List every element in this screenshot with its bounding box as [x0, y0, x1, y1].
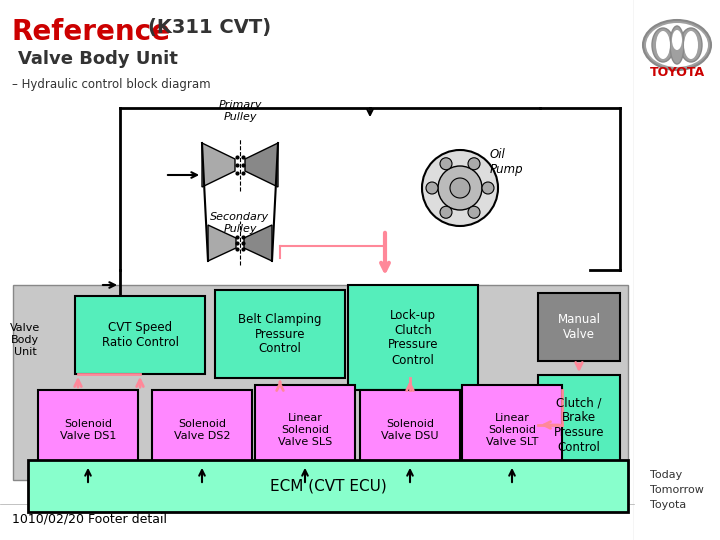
Text: Oil
Pump: Oil Pump: [490, 148, 523, 176]
Text: CVT Speed
Ratio Control: CVT Speed Ratio Control: [102, 321, 179, 349]
Circle shape: [450, 178, 470, 198]
Bar: [462, 385, 562, 475]
Ellipse shape: [652, 28, 674, 62]
Bar: [634, 0, 720, 540]
Text: ECM (CVT ECU): ECM (CVT ECU): [269, 478, 387, 494]
Text: Clutch /
Brake
Pressure
Control: Clutch / Brake Pressure Control: [554, 396, 604, 454]
Bar: [13, 285, 628, 480]
Bar: [360, 390, 460, 470]
Ellipse shape: [670, 26, 684, 64]
Bar: [38, 390, 138, 470]
Polygon shape: [202, 143, 235, 187]
Text: (K311 CVT): (K311 CVT): [148, 18, 271, 37]
Ellipse shape: [646, 23, 708, 67]
Circle shape: [422, 150, 498, 226]
Bar: [75, 296, 205, 374]
Bar: [348, 285, 478, 390]
Text: – Hydraulic control block diagram: – Hydraulic control block diagram: [12, 78, 211, 91]
Circle shape: [468, 206, 480, 218]
Bar: [255, 385, 355, 475]
Text: Reference: Reference: [12, 18, 171, 46]
Ellipse shape: [656, 31, 670, 59]
Ellipse shape: [672, 30, 682, 50]
Bar: [152, 390, 252, 470]
Text: Secondary
Pulley: Secondary Pulley: [210, 212, 269, 234]
Ellipse shape: [684, 31, 698, 59]
Polygon shape: [244, 225, 272, 261]
Text: Manual
Valve: Manual Valve: [557, 313, 600, 341]
Circle shape: [440, 158, 452, 170]
Text: Solenoid
Valve DSU: Solenoid Valve DSU: [382, 419, 438, 441]
Bar: [215, 290, 345, 378]
Text: Lock-up
Clutch
Pressure
Control: Lock-up Clutch Pressure Control: [388, 308, 438, 367]
Circle shape: [468, 158, 480, 170]
Ellipse shape: [643, 20, 711, 70]
Bar: [538, 293, 620, 361]
Text: Primary
Pulley: Primary Pulley: [218, 100, 262, 122]
Text: TOYOTA: TOYOTA: [649, 65, 705, 78]
Text: Linear
Solenoid
Valve SLS: Linear Solenoid Valve SLS: [278, 414, 332, 447]
Ellipse shape: [680, 28, 702, 62]
Text: Solenoid
Valve DS1: Solenoid Valve DS1: [60, 419, 116, 441]
Text: Linear
Solenoid
Valve SLT: Linear Solenoid Valve SLT: [486, 414, 538, 447]
Polygon shape: [208, 225, 236, 261]
Circle shape: [438, 166, 482, 210]
Polygon shape: [245, 143, 278, 187]
Text: Valve Body Unit: Valve Body Unit: [18, 50, 178, 68]
Circle shape: [482, 182, 494, 194]
Text: Belt Clamping
Pressure
Control: Belt Clamping Pressure Control: [238, 313, 322, 355]
Text: Valve
Body
Unit: Valve Body Unit: [10, 323, 40, 356]
Bar: [28, 460, 628, 512]
Circle shape: [440, 206, 452, 218]
Circle shape: [426, 182, 438, 194]
Text: Solenoid
Valve DS2: Solenoid Valve DS2: [174, 419, 230, 441]
Bar: [538, 375, 620, 475]
Text: Today
Tomorrow
Toyota: Today Tomorrow Toyota: [650, 470, 704, 510]
Text: 1010/02/20 Footer detail: 1010/02/20 Footer detail: [12, 512, 167, 525]
